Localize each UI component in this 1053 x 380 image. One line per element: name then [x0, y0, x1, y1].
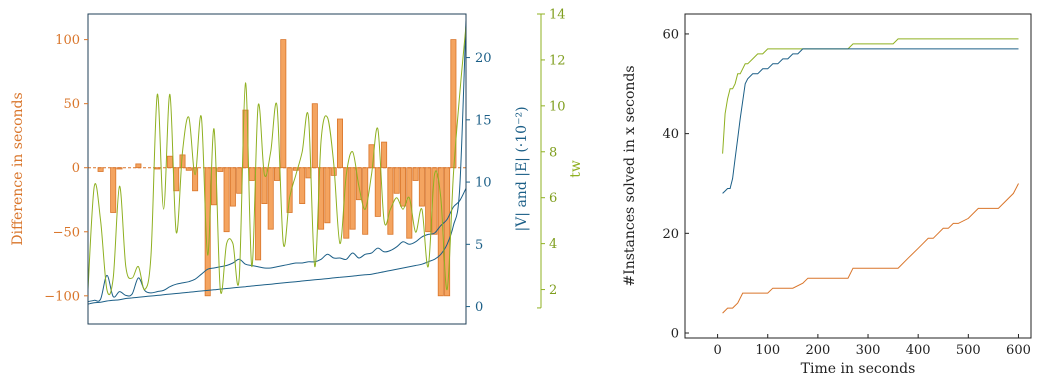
difference-bar: [229, 167, 236, 207]
difference-bar: [425, 167, 432, 233]
series-line-e: [87, 188, 467, 303]
difference-bar: [280, 39, 287, 169]
difference-bar: [381, 141, 388, 169]
right-y-ticks: 0 5 10 15 20: [466, 51, 492, 315]
y-tick-label: 2: [549, 283, 557, 298]
left-plot-frame: [87, 13, 467, 325]
difference-bar: [368, 144, 375, 169]
x-tick-label: 500: [956, 343, 981, 358]
right-chart: 0 20 40 60 0 100 200 300 400 500 600 #Instances s…: [622, 13, 1032, 377]
difference-bar: [374, 167, 381, 217]
difference-bar: [192, 167, 199, 192]
left-chart: −100 −50 0 50 100 0 5 10 15 20 2 4 6 8 10 12 14 Differ…: [10, 8, 584, 325]
difference-bar: [311, 103, 318, 169]
difference-bar: [387, 167, 394, 235]
difference-bar: [154, 167, 161, 170]
tw-y-ticks: 2 4 6 8 10 12 14: [537, 8, 566, 309]
difference-bar: [393, 167, 400, 194]
difference-bar: [135, 163, 142, 169]
difference-bar: [166, 155, 173, 169]
y-tick-label: 0: [72, 161, 80, 176]
series-line-v: [87, 20, 467, 305]
y-tick-label: 0: [475, 300, 483, 315]
difference-bar: [444, 167, 451, 297]
y-tick-label: 0: [671, 327, 679, 342]
series-line-tw: [87, 25, 467, 296]
y-tick-label: 40: [662, 127, 679, 142]
difference-bar: [267, 167, 274, 230]
series-line-green: [722, 38, 1019, 154]
y-tick-label: 100: [55, 33, 80, 48]
difference-bar: [418, 167, 425, 207]
x-tick-label: 400: [906, 343, 931, 358]
x-tick-label: 600: [1006, 343, 1031, 358]
difference-bar: [110, 167, 117, 213]
y-tick-label: 14: [549, 8, 566, 23]
y-tick-label: 15: [475, 113, 492, 128]
y-tick-label: 5: [475, 238, 483, 253]
y-tick-label: 4: [549, 237, 557, 252]
x-tick-label: 0: [713, 343, 721, 358]
left-y-axis-label: Difference in seconds: [10, 92, 26, 245]
series-line-orange: [722, 183, 1019, 314]
right-chart-y-ticks: 0 20 40 60: [662, 27, 689, 342]
right-chart-x-ticks: 0 100 200 300 400 500 600: [713, 334, 1031, 358]
difference-bars: [97, 39, 457, 297]
tw-y-axis-label: tw: [568, 160, 584, 178]
difference-bar: [399, 167, 406, 207]
difference-bar: [412, 167, 419, 181]
y-tick-label: 20: [662, 227, 679, 242]
right-plot-frame: [684, 13, 1032, 339]
x-tick-label: 200: [805, 343, 830, 358]
right-chart-y-axis-label: #Instances solved in x seconds: [622, 65, 638, 286]
y-tick-label: −50: [53, 225, 80, 240]
difference-bar: [217, 167, 224, 172]
y-tick-label: 10: [549, 99, 566, 114]
difference-bar: [97, 167, 104, 172]
y-tick-label: 8: [549, 145, 557, 160]
y-tick-label: 10: [475, 176, 492, 191]
y-tick-label: 50: [63, 97, 80, 112]
difference-bar: [255, 167, 262, 261]
right-chart-lines: [722, 38, 1019, 314]
series-line-blue: [722, 48, 1019, 194]
y-tick-label: 6: [549, 191, 557, 206]
left-y-ticks: −100 −50 0 50 100: [44, 33, 88, 304]
difference-bar: [336, 118, 343, 169]
x-tick-label: 100: [755, 343, 780, 358]
x-tick-label: 300: [856, 343, 881, 358]
difference-bar: [406, 167, 413, 239]
y-tick-label: 12: [549, 53, 566, 68]
difference-bar: [324, 167, 331, 224]
y-tick-label: 60: [662, 27, 679, 42]
difference-bar: [273, 167, 280, 181]
difference-bar: [204, 167, 211, 297]
difference-bar: [236, 167, 243, 194]
difference-bar: [299, 167, 306, 204]
left-chart-lines: [87, 20, 467, 305]
difference-bar: [349, 167, 356, 230]
right-chart-x-axis-label: Time in seconds: [801, 361, 916, 377]
y-tick-label: 20: [475, 51, 492, 66]
difference-bar: [223, 167, 230, 233]
difference-bar: [248, 167, 255, 181]
right-y-axis-label: |V| and |E| (·10⁻²): [514, 106, 530, 231]
y-tick-label: −100: [44, 289, 80, 304]
